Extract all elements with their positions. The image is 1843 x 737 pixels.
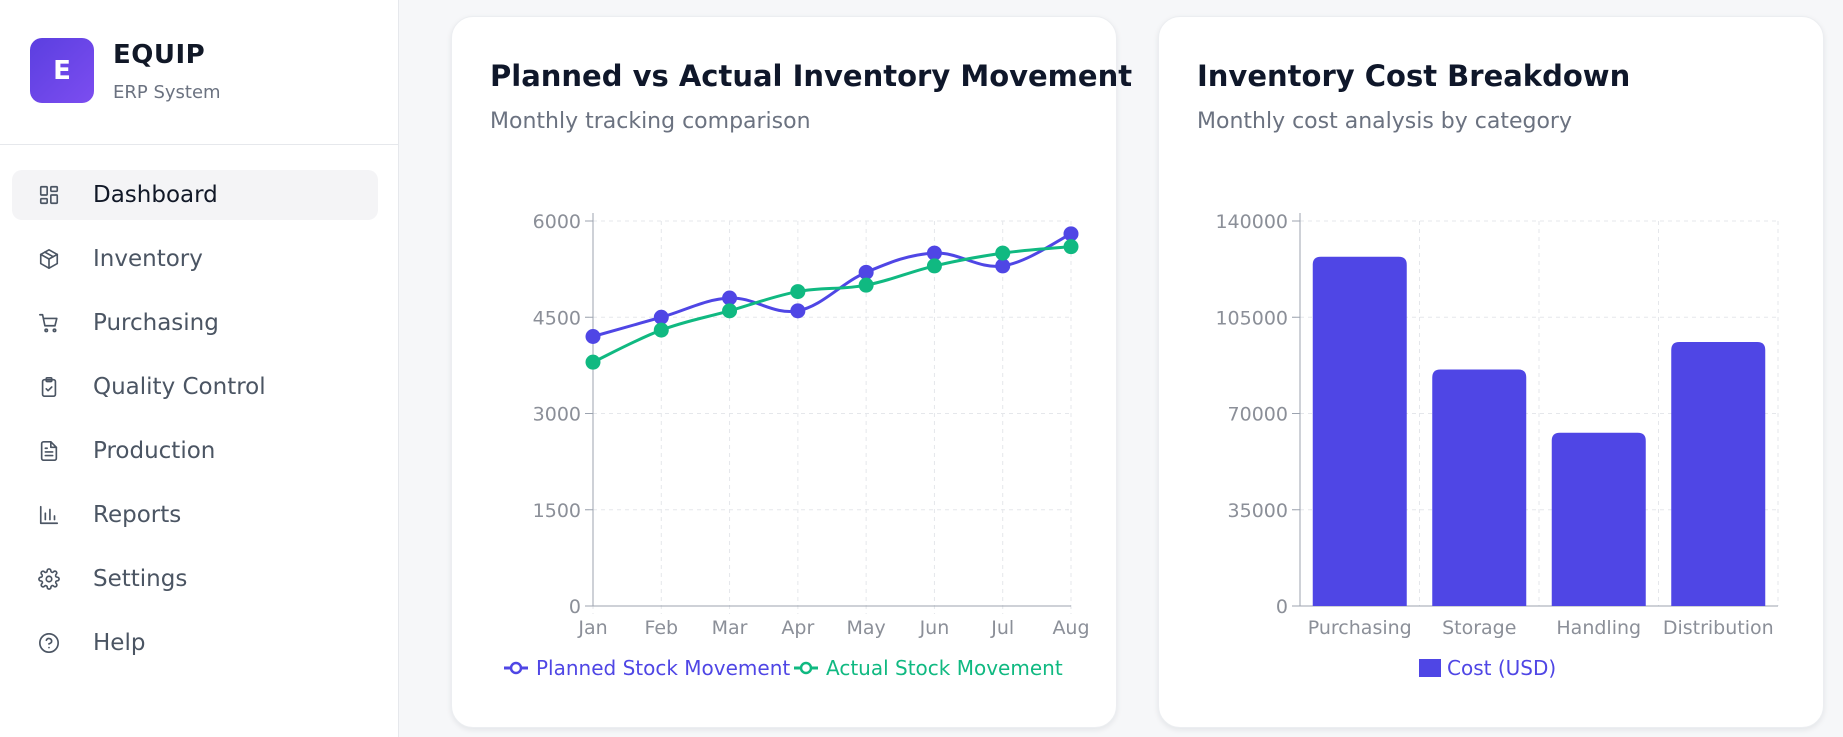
data-point [926, 245, 942, 261]
card-title: Planned vs Actual Inventory Movement [490, 59, 1133, 93]
help-icon [36, 630, 62, 656]
y-tick-label: 0 [1276, 596, 1288, 618]
card-subtitle: Monthly tracking comparison [490, 109, 811, 134]
data-point [790, 284, 806, 300]
sidebar-item-settings[interactable]: Settings [12, 554, 378, 604]
bar [1551, 432, 1646, 606]
sidebar-item-label: Inventory [93, 246, 203, 272]
brand-header: E EQUIP ERP System [0, 0, 398, 145]
sidebar-item-label: Production [93, 438, 216, 464]
sidebar: E EQUIP ERP System Dashboard Inventory P… [0, 0, 399, 737]
bar-chart-card: Inventory Cost Breakdown Monthly cost an… [1158, 16, 1824, 728]
box-icon [36, 246, 62, 272]
data-point [995, 258, 1011, 274]
x-tick-label: Jul [990, 617, 1014, 639]
data-point [585, 354, 601, 370]
data-point [585, 329, 601, 344]
data-point [722, 290, 738, 306]
gear-icon [36, 566, 62, 592]
sidebar-item-label: Reports [93, 502, 182, 528]
cart-icon [36, 310, 62, 336]
legend-label: Planned Stock Movement [536, 656, 790, 680]
x-tick-label: Handling [1556, 617, 1641, 639]
sidebar-item-label: Dashboard [93, 182, 218, 208]
y-tick-label: 1500 [533, 500, 581, 522]
y-tick-label: 35000 [1228, 500, 1288, 522]
y-tick-label: 105000 [1215, 307, 1288, 329]
series-line [592, 232, 1072, 338]
sidebar-item-label: Help [93, 630, 146, 656]
legend-label: Cost (USD) [1447, 656, 1556, 680]
app-name: EQUIP [113, 40, 206, 70]
card-title: Inventory Cost Breakdown [1197, 59, 1631, 93]
y-tick-label: 140000 [1215, 211, 1288, 233]
dashboard-icon [36, 182, 62, 208]
data-point [995, 245, 1011, 261]
sidebar-item-reports[interactable]: Reports [12, 490, 378, 540]
line-chart: 0 1500 3000 4500 6000 Jan Feb Mar Apr May Jun Jul Au… [504, 211, 1090, 680]
data-point [653, 322, 669, 338]
data-point [1063, 226, 1079, 242]
y-tick-label: 0 [569, 596, 581, 618]
bar [1312, 256, 1407, 606]
app-logo[interactable]: E [30, 38, 94, 103]
x-tick-label: Aug [1052, 617, 1089, 639]
x-tick-label: Jan [577, 617, 607, 639]
x-tick-label: Feb [644, 617, 678, 639]
x-tick-label: Storage [1442, 617, 1516, 639]
sidebar-item-purchasing[interactable]: Purchasing [12, 298, 378, 348]
x-tick-label: Jun [919, 617, 950, 639]
data-point [1063, 239, 1079, 255]
bar [1432, 369, 1527, 606]
card-subtitle: Monthly cost analysis by category [1197, 109, 1572, 134]
y-tick-label: 70000 [1228, 404, 1288, 426]
clipboard-check-icon [36, 374, 62, 400]
bar-chart: 0 35000 70000 105000 140000 Purchasing Storage… [1215, 211, 1779, 680]
bar [1671, 342, 1766, 606]
x-tick-label: Purchasing [1308, 617, 1412, 639]
x-tick-label: May [847, 617, 886, 639]
sidebar-nav: Dashboard Inventory Purchasing Quality C… [12, 170, 378, 682]
x-tick-label: Apr [781, 617, 814, 639]
data-point [722, 303, 738, 319]
app-subtitle: ERP System [113, 82, 221, 103]
data-point [926, 258, 942, 274]
sidebar-item-inventory[interactable]: Inventory [12, 234, 378, 284]
sidebar-item-dashboard[interactable]: Dashboard [12, 170, 378, 220]
legend-swatch [1419, 659, 1441, 677]
line-chart-card: Planned vs Actual Inventory Movement Mon… [451, 16, 1132, 728]
sidebar-item-help[interactable]: Help [12, 618, 378, 668]
sidebar-item-production[interactable]: Production [12, 426, 378, 476]
x-tick-label: Mar [712, 617, 748, 639]
data-point [858, 277, 874, 293]
data-point [790, 303, 806, 319]
legend-marker-dot [799, 661, 813, 675]
sidebar-item-label: Settings [93, 566, 188, 592]
y-tick-label: 4500 [533, 307, 581, 329]
data-point [653, 309, 669, 325]
sidebar-item-label: Quality Control [93, 374, 266, 400]
sidebar-item-label: Purchasing [93, 310, 219, 336]
sidebar-item-quality-control[interactable]: Quality Control [12, 362, 378, 412]
legend-label: Actual Stock Movement [826, 656, 1063, 680]
document-icon [36, 438, 62, 464]
bar-chart-icon [36, 502, 62, 528]
x-tick-label: Distribution [1663, 617, 1774, 639]
y-tick-label: 6000 [533, 211, 581, 233]
legend-marker-dot [509, 661, 523, 675]
y-tick-label: 3000 [533, 404, 581, 426]
data-point [858, 264, 874, 280]
